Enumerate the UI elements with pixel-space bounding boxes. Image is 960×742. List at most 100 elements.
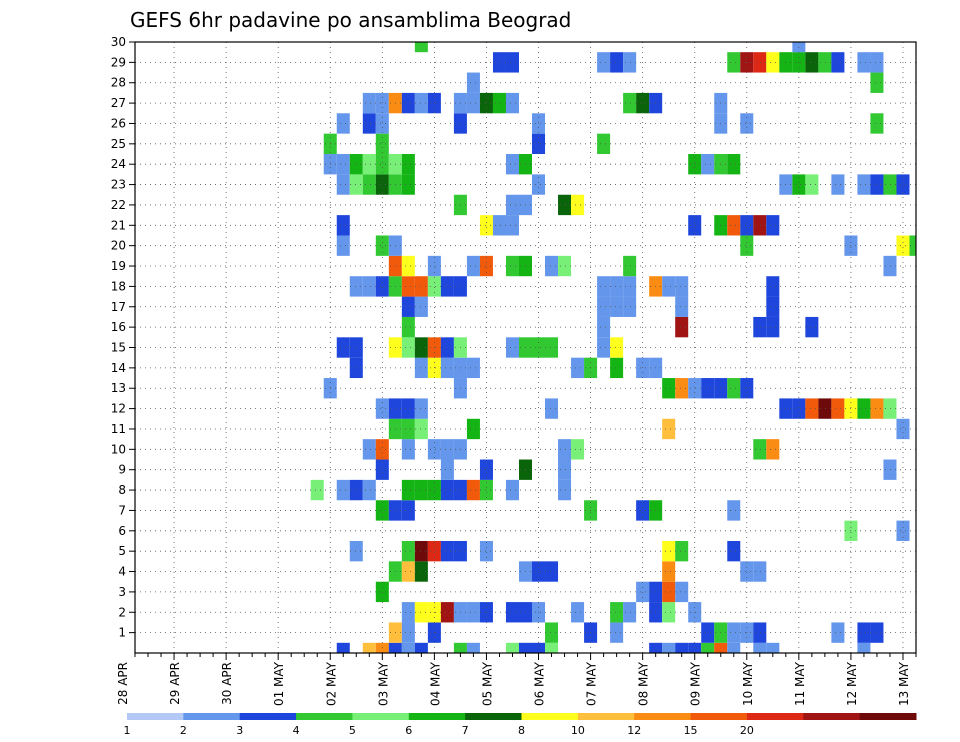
x-tick-label: 08 MAY [637, 661, 651, 706]
x-tick-label: 12 MAY [845, 661, 859, 706]
y-tick-label: 3 [118, 585, 126, 599]
heatmap-cell [336, 642, 350, 653]
heatmap-cell [401, 418, 415, 440]
heatmap-cell [505, 215, 519, 236]
heatmap-cell [688, 215, 702, 236]
heatmap-cell [466, 479, 480, 501]
y-tick-label: 12 [111, 402, 126, 416]
heatmap-cell [545, 622, 559, 643]
heatmap-cell [571, 439, 585, 460]
heatmap-cell [532, 561, 546, 582]
heatmap-cell [727, 500, 741, 521]
heatmap-cell [401, 398, 415, 419]
y-axis-ticks: 1234567891011121314151617181920212223242… [111, 35, 135, 640]
heatmap-cell [857, 174, 871, 195]
heatmap-cell [636, 92, 650, 114]
legend-swatch [183, 713, 241, 720]
heatmap-cell [558, 459, 572, 480]
heatmap-cell [414, 642, 428, 653]
heatmap-cell [675, 378, 689, 399]
heatmap-cell [675, 296, 689, 317]
heatmap-cell [375, 174, 389, 195]
heatmap-cell [336, 235, 350, 256]
heatmap-cell [610, 296, 624, 317]
heatmap-cell [662, 602, 676, 623]
heatmap-cell [662, 418, 676, 440]
heatmap-cell [388, 642, 402, 653]
y-tick-label: 18 [111, 279, 126, 293]
x-tick-label: 09 MAY [689, 661, 703, 706]
heatmap-cell [792, 398, 806, 419]
y-tick-label: 5 [118, 544, 126, 558]
y-tick-label: 21 [111, 218, 126, 232]
y-tick-label: 30 [111, 35, 126, 49]
heatmap-cell [414, 296, 428, 317]
heatmap-cell [440, 276, 454, 297]
x-axis-ticks: 28 APR 29 APR 30 APR 01 MAY 02 MAY 03 MAY 04 M… [116, 653, 917, 706]
heatmap-cell [375, 459, 389, 480]
heatmap-cell [505, 154, 519, 175]
heatmap-cells [310, 42, 916, 653]
legend-swatch [859, 713, 917, 720]
heatmap-cell [571, 602, 585, 623]
heatmap-cell [701, 642, 715, 653]
heatmap-cell [909, 235, 916, 256]
heatmap-cell [440, 459, 454, 480]
heatmap-cell [753, 215, 767, 236]
heatmap-cell [610, 357, 624, 379]
heatmap-cell [896, 174, 910, 195]
heatmap-cell [401, 276, 415, 297]
heatmap-cell [336, 154, 350, 175]
heatmap-cell [466, 602, 480, 623]
heatmap-cell [623, 52, 637, 73]
heatmap-cell [492, 52, 506, 73]
heatmap-cell [479, 540, 493, 562]
heatmap-cell [532, 113, 546, 134]
heatmap-cell [492, 92, 506, 114]
heatmap-cell [466, 72, 480, 93]
heatmap-cell [362, 113, 376, 134]
heatmap-cell [857, 622, 871, 643]
heatmap-cell [466, 357, 480, 379]
heatmap-cell [375, 500, 389, 521]
heatmap-cell [362, 154, 376, 175]
heatmap-cell [623, 276, 637, 297]
heatmap-cell [636, 581, 650, 603]
heatmap-cell [753, 439, 767, 460]
heatmap-cell [505, 255, 519, 277]
heatmap-cell [401, 439, 415, 460]
heatmap-cell [375, 133, 389, 155]
heatmap-cell [375, 439, 389, 460]
y-tick-label: 15 [111, 341, 126, 355]
heatmap-cell [831, 52, 845, 73]
heatmap-cell [349, 154, 363, 175]
heatmap-cell [805, 174, 819, 195]
y-tick-label: 4 [118, 565, 126, 579]
heatmap-cell [414, 398, 428, 419]
heatmap-cell [805, 316, 819, 338]
heatmap-cell [740, 113, 754, 134]
y-tick-label: 8 [118, 483, 126, 497]
heatmap-cell [362, 479, 376, 501]
heatmap-cell [597, 52, 611, 73]
heatmap-cell [740, 235, 754, 256]
y-tick-label: 17 [111, 300, 126, 314]
heatmap-cell [740, 215, 754, 236]
heatmap-cell [610, 52, 624, 73]
heatmap-cell [896, 418, 910, 440]
heatmap-cell [505, 337, 519, 358]
heatmap-cell [349, 174, 363, 195]
heatmap-cell [675, 316, 689, 338]
heatmap-cell [401, 479, 415, 501]
heatmap-cell [349, 479, 363, 501]
heatmap-cell [727, 642, 741, 653]
heatmap-cell [766, 316, 780, 338]
heatmap-cell [766, 642, 780, 653]
heatmap-cell [414, 540, 428, 562]
legend-level-label: 10 [571, 724, 585, 737]
heatmap-cell [532, 174, 546, 195]
legend-swatch [521, 713, 579, 720]
heatmap-cell [310, 479, 324, 501]
heatmap-cell [558, 255, 572, 277]
heatmap-cell [623, 296, 637, 317]
